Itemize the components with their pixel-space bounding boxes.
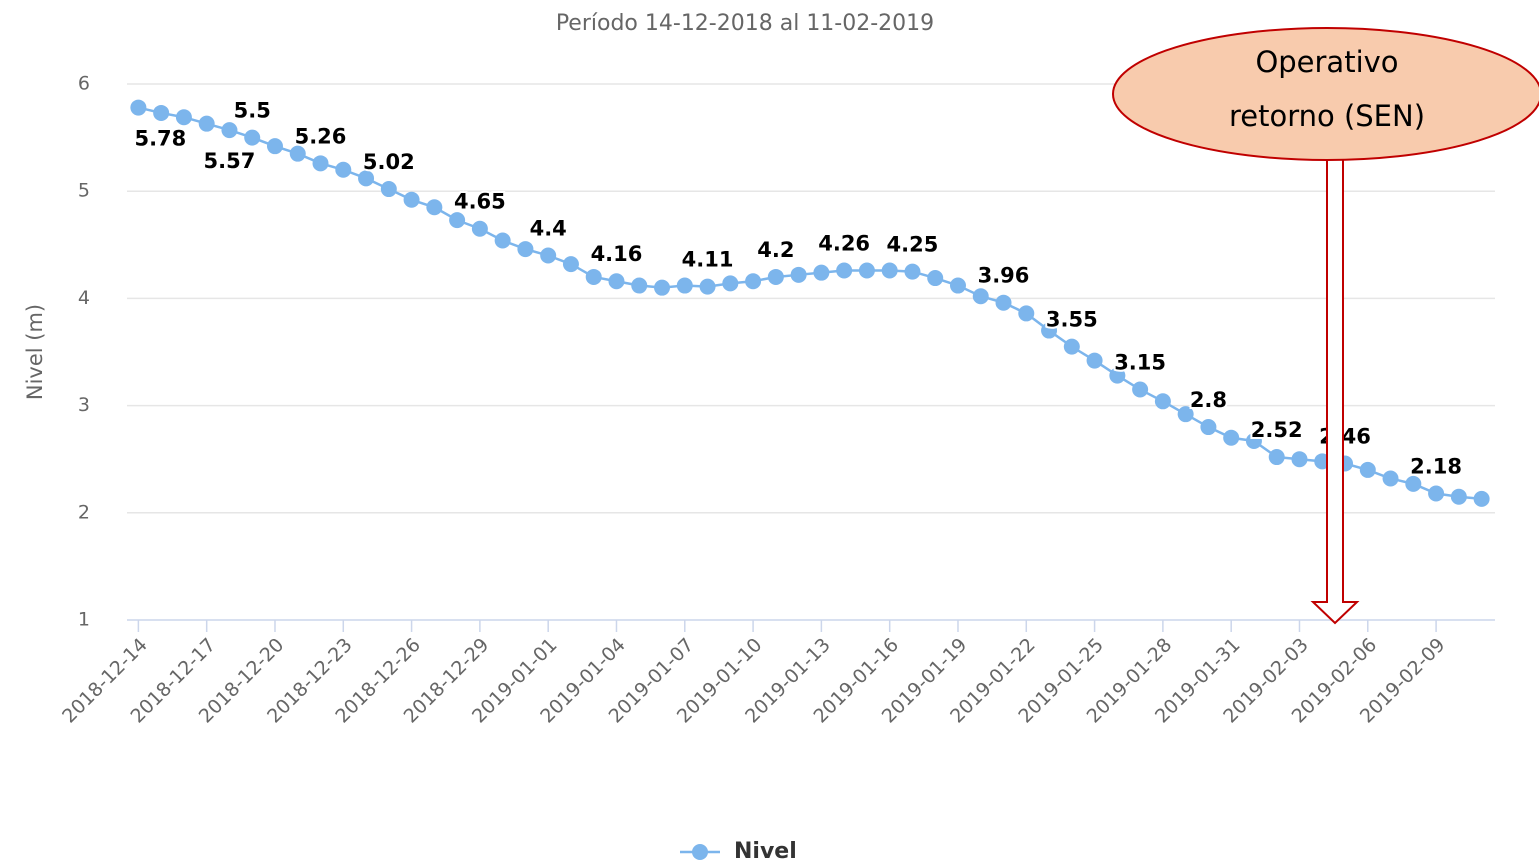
data-point xyxy=(175,109,192,126)
y-tick-label: 2 xyxy=(78,501,90,523)
data-label: 4.4 xyxy=(530,217,567,241)
data-point xyxy=(1428,485,1445,502)
data-point xyxy=(631,277,648,294)
data-point xyxy=(722,275,739,292)
data-label: 5.78 xyxy=(134,127,186,151)
data-point xyxy=(1109,367,1126,384)
chart-title: Período 14-12-2018 al 11-02-2019 xyxy=(556,11,934,36)
data-point xyxy=(608,273,625,290)
annotation-arrow xyxy=(1310,160,1360,625)
data-point xyxy=(1405,475,1422,492)
data-point xyxy=(494,232,511,249)
data-point xyxy=(1450,488,1467,505)
data-point xyxy=(881,262,898,279)
data-point xyxy=(1132,381,1149,398)
data-point xyxy=(927,270,944,287)
data-point xyxy=(972,288,989,305)
data-point xyxy=(540,247,557,264)
data-point xyxy=(949,277,966,294)
data-label: 4.26 xyxy=(818,232,870,256)
data-label: 2.18 xyxy=(1410,455,1462,479)
data-point xyxy=(1041,322,1058,339)
data-point xyxy=(1473,490,1490,507)
data-label: 4.25 xyxy=(887,233,939,257)
data-point xyxy=(1086,352,1103,369)
y-tick-label: 6 xyxy=(78,73,90,95)
data-point xyxy=(1063,338,1080,355)
data-label: 5.5 xyxy=(234,99,271,123)
data-point xyxy=(1177,406,1194,423)
data-point xyxy=(358,170,375,187)
data-point xyxy=(221,122,238,139)
data-point xyxy=(517,241,534,258)
data-point xyxy=(585,268,602,285)
data-point xyxy=(767,268,784,285)
data-point xyxy=(1200,419,1217,436)
data-point xyxy=(790,266,807,283)
legend-marker xyxy=(692,844,708,860)
data-label: 3.15 xyxy=(1114,351,1166,375)
data-label: 4.65 xyxy=(454,190,506,214)
annotation-text: Operativo xyxy=(1255,45,1398,79)
data-point xyxy=(130,99,147,116)
data-point xyxy=(904,263,921,280)
data-point xyxy=(995,294,1012,311)
data-label: 4.11 xyxy=(682,248,734,272)
y-tick-label: 3 xyxy=(78,394,90,416)
data-point xyxy=(266,138,283,155)
data-point xyxy=(1382,470,1399,487)
annotation: Operativo retorno (SEN) xyxy=(1112,27,1539,625)
data-point xyxy=(858,262,875,279)
data-point xyxy=(836,262,853,279)
data-point xyxy=(562,256,579,273)
data-label: 4.2 xyxy=(757,238,794,262)
data-point xyxy=(1291,451,1308,468)
data-label: 3.96 xyxy=(978,264,1030,288)
y-axis-label: Nivel (m) xyxy=(23,304,47,400)
data-label: 3.55 xyxy=(1046,308,1098,332)
data-point xyxy=(312,155,329,172)
data-point xyxy=(745,273,762,290)
data-point xyxy=(1223,429,1240,446)
annotation-bubble xyxy=(1112,27,1539,161)
data-label: 4.16 xyxy=(591,242,643,266)
data-point xyxy=(1018,305,1035,322)
data-point xyxy=(380,181,397,198)
data-label: 2.52 xyxy=(1251,418,1303,442)
data-point xyxy=(699,278,716,295)
data-point xyxy=(813,264,830,281)
data-point xyxy=(1154,393,1171,410)
data-label: 5.26 xyxy=(295,124,347,148)
data-point xyxy=(449,212,466,229)
data-point xyxy=(1268,449,1285,466)
data-point xyxy=(426,199,443,216)
legend-label: Nivel xyxy=(734,839,797,864)
data-point xyxy=(1359,461,1376,478)
data-point xyxy=(403,191,420,208)
data-point xyxy=(198,115,215,132)
y-tick-label: 4 xyxy=(78,287,90,309)
data-point xyxy=(335,161,352,178)
y-tick-label: 1 xyxy=(78,609,90,631)
data-point xyxy=(676,277,693,294)
data-label: 5.57 xyxy=(204,149,256,173)
data-point xyxy=(289,145,306,162)
data-point xyxy=(244,129,261,146)
data-point xyxy=(153,104,170,121)
data-label: 5.02 xyxy=(363,150,415,174)
plot: 1234562018-12-142018-12-172018-12-202018… xyxy=(58,73,1495,864)
data-point xyxy=(471,220,488,237)
annotation-text: retorno (SEN) xyxy=(1229,99,1425,133)
data-point xyxy=(654,279,671,296)
data-label: 2.8 xyxy=(1190,388,1227,412)
y-tick-label: 5 xyxy=(78,180,90,202)
data-point xyxy=(1245,432,1262,449)
